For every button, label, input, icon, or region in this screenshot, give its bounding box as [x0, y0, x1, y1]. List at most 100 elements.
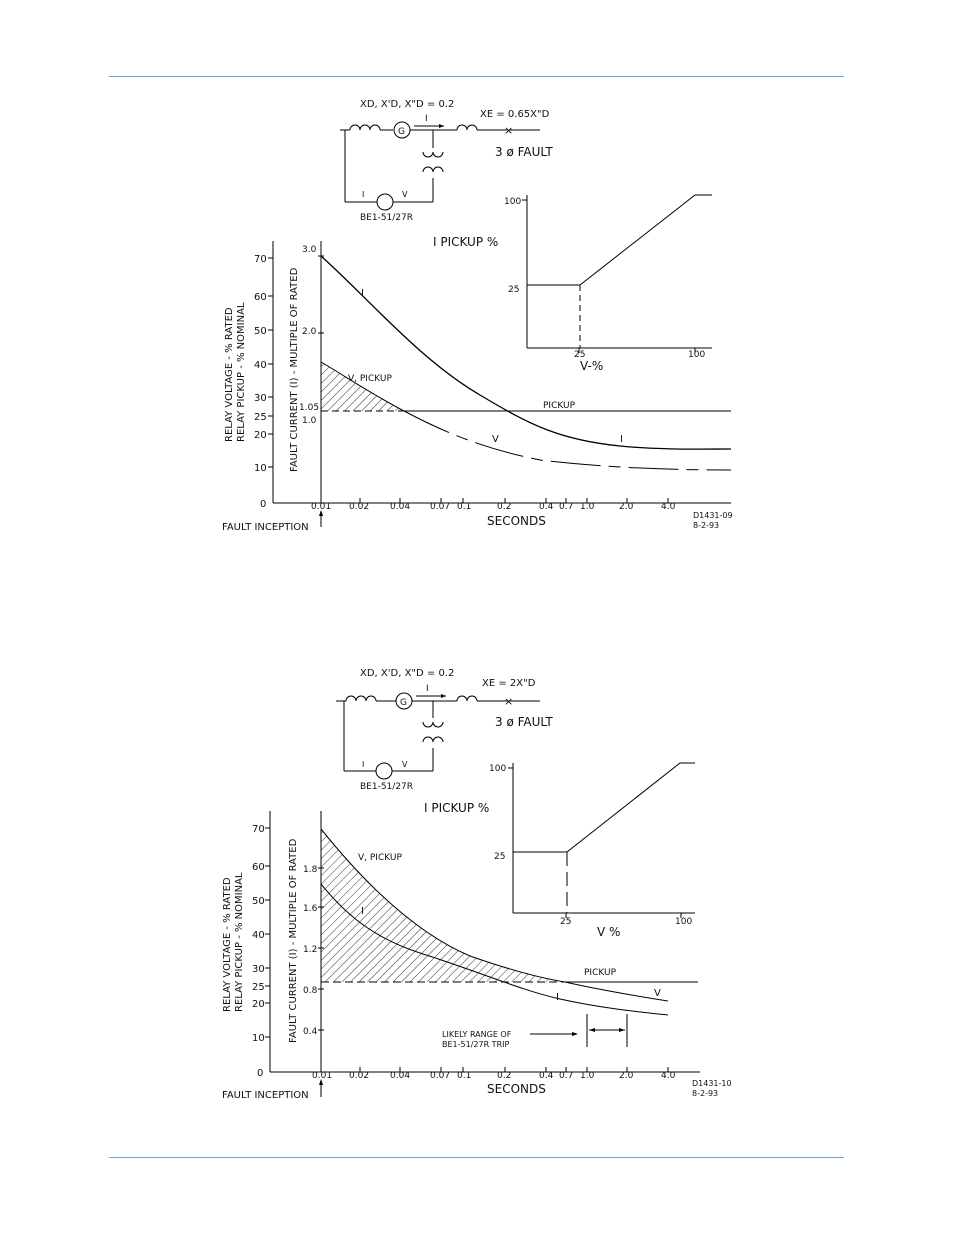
- left-tick-50: 50: [254, 326, 267, 337]
- v-pickup-label: V, PICKUP: [358, 853, 402, 863]
- drawing-date: 8-2-93: [693, 521, 719, 530]
- relay-symbol: [376, 193, 394, 211]
- left-tick-20: 20: [254, 430, 267, 441]
- inset-y-tick-100: 100: [489, 764, 506, 774]
- x-axis-label: SECONDS: [487, 1082, 546, 1096]
- x-tick-1-0: 1.0: [580, 502, 595, 512]
- left-tick-10: 10: [254, 463, 267, 474]
- left-tick-0: 0: [260, 499, 266, 510]
- x-ticks: 0.01 0.02 0.04 0.07 0.1 0.2 0.4 0.7 1.0 …: [311, 498, 676, 512]
- x-tick-2-0: 2.0: [619, 502, 634, 512]
- x-tick-0-07: 0.07: [430, 502, 450, 512]
- inset-y-tick-100: 100: [504, 197, 521, 207]
- left-axis-label-1: RELAY VOLTAGE - % RATED: [224, 307, 235, 442]
- inset-y-tick-25: 25: [494, 852, 505, 862]
- fault-inception-label: FAULT INCEPTION: [222, 522, 309, 533]
- current-label: I: [426, 684, 429, 694]
- drawing-number: D1431-09: [693, 511, 733, 520]
- trip-range-marker: LIKELY RANGE OF BE1-51/27R TRIP: [442, 1014, 628, 1049]
- current-tick-0-4: 0.4: [303, 1027, 318, 1037]
- x-tick-0-4: 0.4: [539, 502, 554, 512]
- left-tick-60: 60: [252, 862, 265, 873]
- bottom-circuit: XD, X'D, X"D = 0.2 G I XE = 2X"D × 3 ø F…: [336, 668, 553, 792]
- x-tick-2-0: 2.0: [619, 1071, 634, 1081]
- fault-marker: ×: [504, 695, 513, 708]
- x-tick-0-1: 0.1: [457, 1071, 471, 1081]
- drawing-date: 8-2-93: [692, 1089, 718, 1098]
- left-tick-0: 0: [257, 1068, 263, 1079]
- x-tick-0-02: 0.02: [349, 502, 369, 512]
- fault-inception-label: FAULT INCEPTION: [222, 1090, 309, 1101]
- generator-reactance-coil: [349, 124, 381, 131]
- ct-transformer: [422, 721, 444, 743]
- current-curve-label: I: [361, 288, 364, 299]
- left-tick-25: 25: [254, 412, 267, 423]
- left-ticks: 70 60 50 40 30 25 20 10 0: [254, 254, 273, 510]
- voltage-curve-label: V: [492, 434, 499, 445]
- current-tick-1-6: 1.6: [303, 904, 318, 914]
- trip-label-2: BE1-51/27R TRIP: [442, 1040, 509, 1049]
- v-pickup-curve: [320, 361, 405, 412]
- left-tick-70: 70: [252, 824, 265, 835]
- x-tick-0-02: 0.02: [349, 1071, 369, 1081]
- current-tick-2: 2.0: [302, 327, 317, 337]
- current-curve: [320, 883, 669, 1016]
- x-tick-0-7: 0.7: [559, 502, 573, 512]
- left-axis-label-1: RELAY VOLTAGE - % RATED: [222, 877, 233, 1012]
- top-main-chart: 70 60 50 40 30 25 20 10 0 RELAY VOLTAGE …: [222, 241, 733, 533]
- drawing-number: D1431-10: [692, 1079, 732, 1088]
- line-reactance-coil: [456, 124, 478, 131]
- v-pickup-curve: [320, 828, 669, 1002]
- external-reactance-label: XE = 2X"D: [482, 678, 536, 689]
- left-tick-60: 60: [254, 292, 267, 303]
- x-tick-4-0: 4.0: [661, 1071, 676, 1081]
- left-ticks: 70 60 50 40 30 25 20 10 0: [252, 824, 270, 1079]
- left-axis-label-2: RELAY PICKUP - % NOMINAL: [234, 872, 245, 1012]
- current-ticks: 3.0 2.0 1.05 1.0: [299, 245, 324, 426]
- left-axis-label-2: RELAY PICKUP - % NOMINAL: [236, 302, 247, 442]
- inset-title: I PICKUP %: [433, 235, 498, 249]
- v-pickup-label: V, PICKUP: [348, 374, 392, 384]
- generator-label: G: [400, 698, 407, 708]
- current-axis-label: FAULT CURRENT (I) - MULTIPLE OF RATED: [288, 838, 299, 1043]
- current-curve-label-2: I: [556, 992, 559, 1003]
- pickup-label: PICKUP: [584, 968, 617, 978]
- bottom-inset-chart: 100 25 25 100 V % I PICKUP %: [424, 762, 695, 939]
- x-tick-0-7: 0.7: [559, 1071, 573, 1081]
- inset-y-tick-25: 25: [508, 285, 519, 295]
- left-tick-40: 40: [252, 930, 265, 941]
- current-axis-label: FAULT CURRENT (I) - MULTIPLE OF RATED: [289, 267, 300, 472]
- x-tick-0-4: 0.4: [539, 1071, 554, 1081]
- inset-pickup-curve: [513, 762, 695, 853]
- top-circuit: XD, X'D, X"D = 0.2 G I XE = 0.65X"D × 3 …: [340, 99, 553, 223]
- x-tick-0-1: 0.1: [457, 502, 471, 512]
- inset-title: I PICKUP %: [424, 801, 489, 815]
- left-tick-30: 30: [254, 393, 267, 404]
- left-tick-50: 50: [252, 896, 265, 907]
- top-figure: XD, X'D, X"D = 0.2 G I XE = 0.65X"D × 3 …: [222, 99, 733, 533]
- x-tick-0-01: 0.01: [311, 502, 331, 512]
- current-tick-1-05: 1.05: [299, 403, 319, 413]
- current-tick-1-8: 1.8: [303, 865, 318, 875]
- x-tick-1-0: 1.0: [580, 1071, 595, 1081]
- generator-label: G: [398, 127, 405, 137]
- inset-x-tick-25: 25: [560, 917, 571, 927]
- left-tick-40: 40: [254, 360, 267, 371]
- reactance-label: XD, X'D, X"D = 0.2: [360, 99, 454, 110]
- x-tick-0-04: 0.04: [390, 502, 410, 512]
- header-rule: [109, 76, 844, 77]
- current-label: I: [425, 114, 428, 124]
- x-tick-0-2: 0.2: [497, 502, 511, 512]
- relay-i-label: I: [362, 190, 364, 199]
- bottom-figure: XD, X'D, X"D = 0.2 G I XE = 2X"D × 3 ø F…: [222, 668, 732, 1101]
- x-axis-label: SECONDS: [487, 514, 546, 528]
- voltage-curve: [403, 410, 732, 471]
- relay-v-label: V: [402, 760, 408, 769]
- relay-label: BE1-51/27R: [360, 213, 413, 223]
- left-tick-20: 20: [252, 999, 265, 1010]
- relay-v-label: V: [402, 190, 408, 199]
- v-pickup-hatch: [321, 829, 565, 982]
- footer-rule: [109, 1157, 844, 1158]
- inset-x-tick-100: 100: [675, 917, 692, 927]
